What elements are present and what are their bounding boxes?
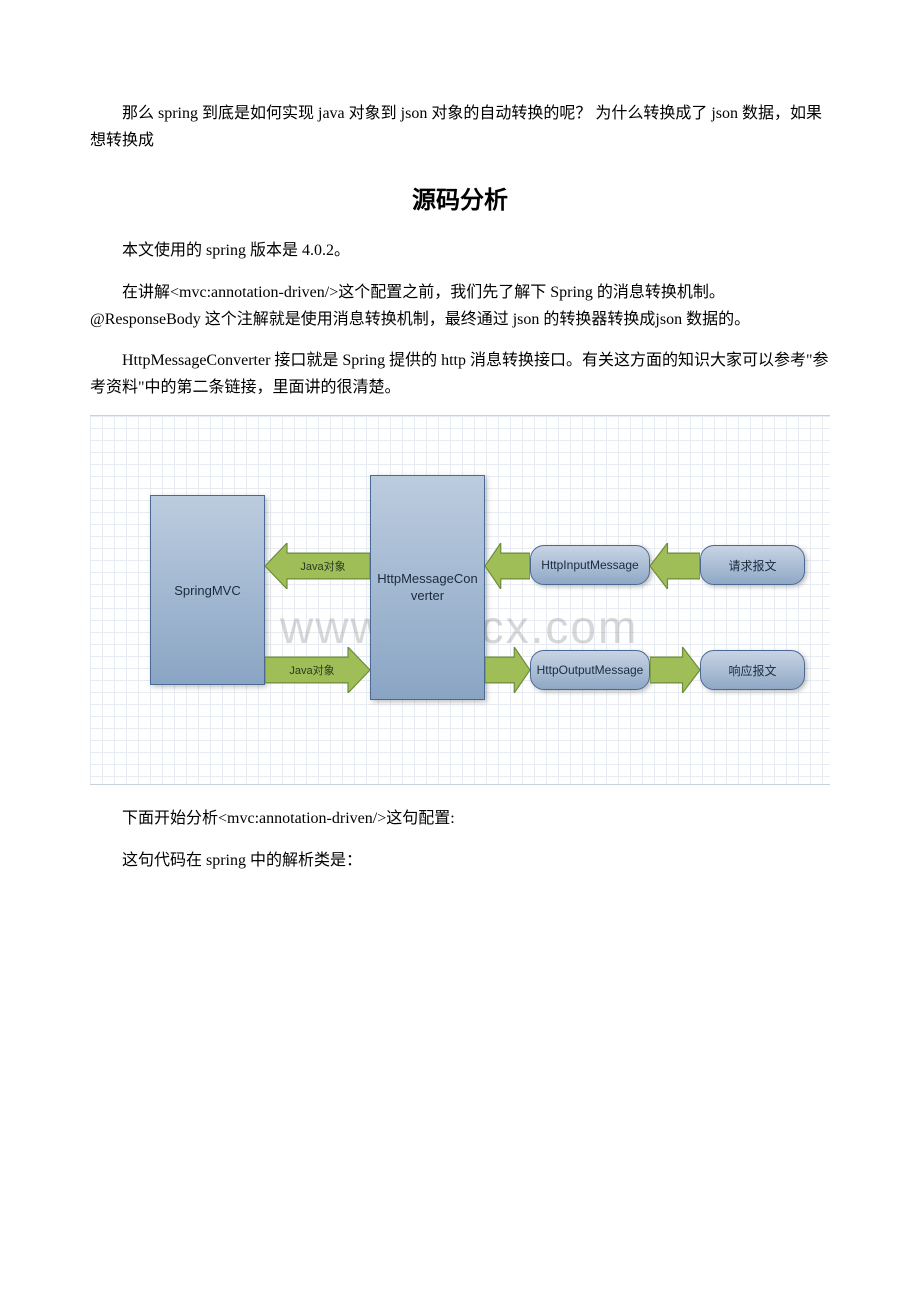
paragraph-1: 那么 spring 到底是如何实现 java 对象到 json 对象的自动转换的…: [90, 100, 830, 154]
paragraph-4: HttpMessageConverter 接口就是 Spring 提供的 htt…: [90, 347, 830, 401]
diagram-box-converter: HttpMessageConverter: [370, 475, 485, 700]
flow-diagram: www.bdocx.com SpringMVCHttpMessageConver…: [90, 415, 830, 785]
diagram-capsule-output: HttpOutputMessage: [530, 650, 650, 690]
diagram-box-springmvc: SpringMVC: [150, 495, 265, 685]
paragraph-3: 在讲解<mvc:annotation-driven/>这个配置之前，我们先了解下…: [90, 279, 830, 333]
paragraph-5: 下面开始分析<mvc:annotation-driven/>这句配置:: [90, 805, 830, 832]
diagram-arrow: Java对象: [265, 647, 370, 693]
arrow-label: Java对象: [265, 647, 370, 693]
diagram-capsule-request: 请求报文: [700, 545, 805, 585]
diagram-arrow: Java对象: [265, 543, 370, 589]
section-heading: 源码分析: [90, 180, 830, 215]
diagram-capsule-input: HttpInputMessage: [530, 545, 650, 585]
paragraph-2: 本文使用的 spring 版本是 4.0.2。: [90, 237, 830, 264]
diagram-arrow: [650, 647, 700, 693]
diagram-arrow: [485, 543, 530, 589]
diagram-capsule-response: 响应报文: [700, 650, 805, 690]
arrow-label: Java对象: [265, 543, 370, 589]
diagram-arrow: [650, 543, 700, 589]
paragraph-6: 这句代码在 spring 中的解析类是：: [90, 847, 830, 874]
diagram-arrow: [485, 647, 530, 693]
